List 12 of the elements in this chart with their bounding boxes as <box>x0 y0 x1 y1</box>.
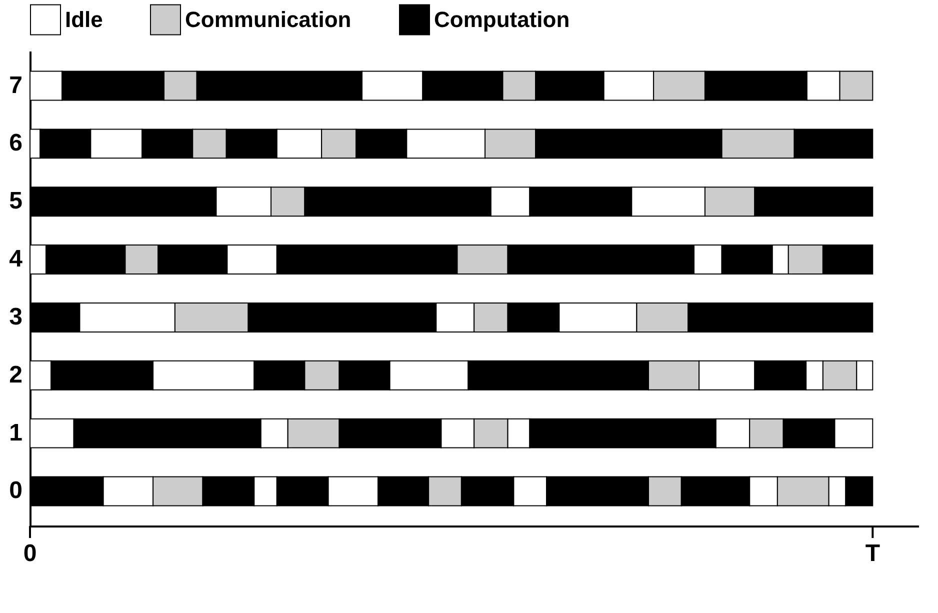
y-tick-label: 6 <box>9 130 22 157</box>
y-tick-label: 2 <box>9 361 22 388</box>
y-tick-label: 4 <box>9 246 24 273</box>
text: T <box>865 540 880 567</box>
y-tick-label: 1 <box>9 419 22 446</box>
y-tick-label: 7 <box>9 72 22 99</box>
legend-label: Computation <box>434 6 570 32</box>
y-tick-label: 0 <box>9 477 22 504</box>
y-tick-label: 3 <box>9 303 22 330</box>
legend-label: Communication <box>185 6 352 32</box>
y-tick-label: 5 <box>9 188 22 215</box>
legend-label: Idle <box>65 6 103 32</box>
